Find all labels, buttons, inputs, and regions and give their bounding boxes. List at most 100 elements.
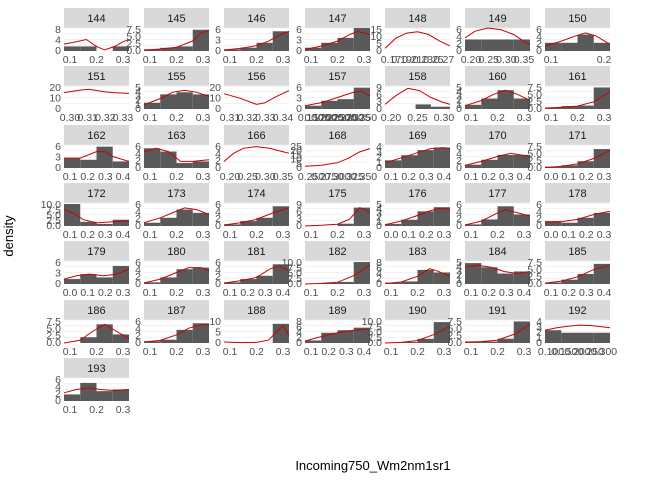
x-tick-label: 0.3 — [116, 54, 131, 66]
y-tick-label: 0 — [296, 162, 302, 174]
x-tick-label: 0.2 — [490, 346, 505, 358]
x-tick-label: 0.33 — [255, 112, 276, 124]
histogram-bar — [577, 105, 594, 109]
y-tick-label: 25 — [290, 141, 302, 153]
x-tick-label: 0.3 — [597, 229, 612, 241]
y-tick-label: 4 — [456, 206, 462, 218]
x-tick-label: 0.2 — [169, 346, 184, 358]
x-tick-label: 0.3 — [597, 112, 612, 124]
y-tick-label: 0.0 — [46, 337, 61, 349]
strip-label: 177 — [488, 188, 506, 200]
strip-background — [305, 241, 370, 261]
histogram-bar — [577, 332, 594, 343]
histogram-bar — [112, 389, 129, 401]
strip-background — [305, 183, 370, 203]
histogram-bar — [593, 263, 610, 284]
strip-background — [64, 300, 129, 320]
strip-label: 163 — [167, 130, 185, 142]
y-tick-label: 4 — [456, 261, 462, 273]
strip-label: 155 — [167, 71, 185, 83]
y-tick-label: 1 — [135, 99, 141, 111]
density-curve — [64, 151, 130, 162]
y-tick-label: 2 — [296, 332, 302, 344]
histogram-bar — [321, 100, 338, 109]
density-curve — [384, 325, 451, 344]
y-tick-label: 4 — [55, 381, 61, 393]
histogram-bar — [513, 154, 530, 168]
x-tick-label: 0.1 — [544, 112, 559, 124]
x-tick-label: 0.1 — [544, 54, 559, 66]
y-tick-label: 4 — [135, 86, 141, 98]
y-tick-label: 5.0 — [46, 323, 61, 335]
y-tick-label: 7.5 — [527, 82, 542, 94]
histogram-bar — [481, 219, 498, 226]
y-tick-label: 6 — [296, 206, 302, 218]
y-tick-label: 4 — [536, 206, 542, 218]
histogram-bar — [415, 104, 431, 109]
strip-background — [465, 125, 530, 145]
x-tick-label: 0.3 — [196, 171, 211, 183]
y-tick-label: 10.0 — [41, 199, 62, 211]
y-tick-label: 2 — [536, 38, 542, 50]
histogram-bar — [401, 281, 418, 284]
density-curve — [304, 30, 371, 50]
facet-panel: 145 0.02.55.07.5 0.1 0.2 0.3 — [126, 8, 210, 66]
density-curve — [143, 29, 210, 51]
histogram-bar — [192, 29, 209, 51]
histogram-bar — [465, 39, 482, 51]
histogram-bar — [144, 148, 161, 168]
y-tick-label: 3 — [296, 93, 302, 105]
facet-panel: 190 0.02.55.07.510.0 0.1 0.2 0.3 — [362, 300, 451, 358]
histogram-bar — [577, 161, 594, 168]
strip-label: 146 — [247, 13, 265, 25]
histogram-bar — [433, 207, 450, 226]
x-tick-label: 0.1 — [464, 346, 479, 358]
y-tick-label: 2 — [215, 271, 221, 283]
histogram-bar — [497, 273, 514, 284]
x-tick-label: 0.2 — [330, 54, 345, 66]
histogram-bar — [385, 160, 402, 168]
strip-background — [465, 300, 530, 320]
y-tick-label: 3 — [296, 213, 302, 225]
histogram-bar — [192, 267, 209, 284]
histogram-bar — [481, 98, 498, 109]
density-curve — [143, 207, 210, 224]
strip-label: 182 — [328, 246, 346, 258]
y-tick-label: 6 — [215, 141, 221, 153]
x-tick-label: 0.3 — [517, 229, 532, 241]
histogram-bar — [305, 340, 322, 343]
strip-background — [545, 8, 610, 28]
histogram-bar — [176, 92, 193, 109]
histogram-bar — [593, 212, 610, 226]
histogram-bar — [80, 46, 97, 51]
y-tick-label: 0.0 — [527, 103, 542, 115]
strip-label: 158 — [408, 71, 426, 83]
x-tick-label: 0.17 — [381, 54, 402, 66]
strip-background — [545, 183, 610, 203]
density-curve — [63, 208, 130, 224]
histogram-bar — [417, 150, 434, 168]
x-tick-label: 0.3 — [517, 112, 532, 124]
strip-background — [144, 8, 209, 28]
density-curve — [143, 267, 210, 284]
y-tick-label: 0.0 — [527, 162, 542, 174]
histogram-bar — [96, 391, 113, 401]
histogram-bar — [513, 271, 530, 284]
x-tick-label: 0.2 — [169, 54, 184, 66]
histogram-bar — [481, 341, 498, 343]
x-tick-label: 0.2 — [80, 229, 95, 241]
histogram-bar — [224, 49, 241, 51]
histogram-bar — [353, 327, 370, 343]
histogram-bar — [401, 341, 418, 343]
x-tick-label: 0.2 — [419, 229, 434, 241]
strip-label: 156 — [247, 71, 265, 83]
histogram-bar — [305, 105, 322, 109]
y-tick-label: 0 — [55, 278, 61, 290]
y-tick-label: 2 — [55, 388, 61, 400]
histogram-bar — [112, 46, 129, 51]
y-tick-label: 15 — [370, 24, 382, 36]
histogram-bar — [465, 164, 482, 168]
